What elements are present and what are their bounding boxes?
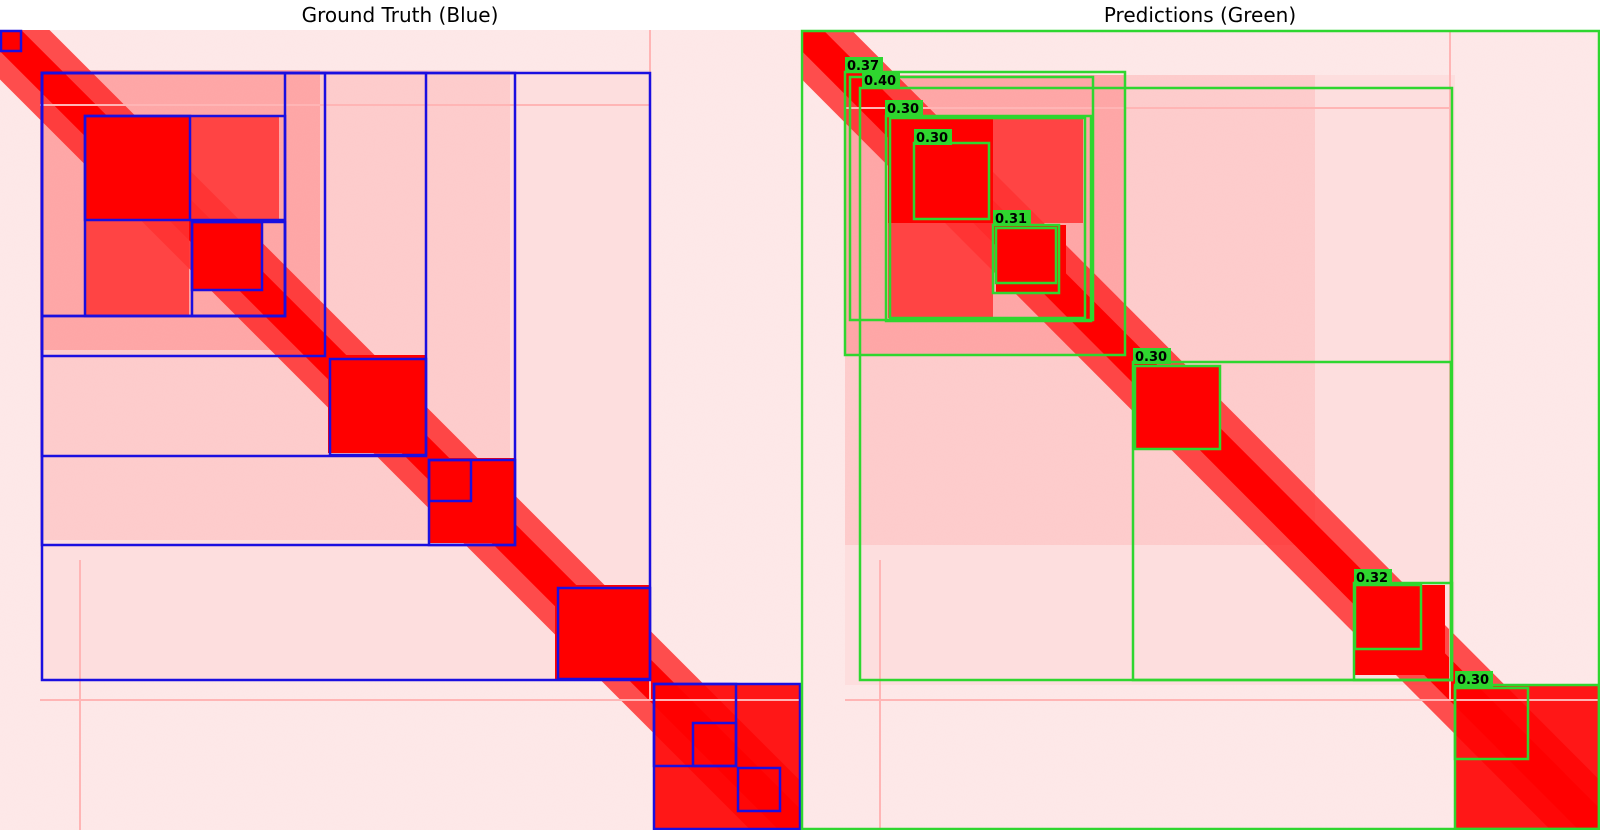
score-label-bg [862,72,900,88]
score-label-bg [1354,569,1392,585]
pred-box [1131,360,1453,682]
pred-box [843,70,1127,357]
score-label-bg [1455,671,1493,687]
ground-truth-title: Ground Truth (Blue) [301,3,499,27]
ground-truth-heatmap [0,30,800,830]
pred-box [884,114,1093,323]
gt-box [556,586,652,681]
predictions-heatmap [802,30,1600,830]
gt-box [328,357,428,457]
pred-box [800,29,1600,830]
score-label-bg [845,57,883,73]
score-label: 0.37 [847,59,879,74]
gt-box [427,458,517,547]
score-label-bg [1133,348,1171,364]
prediction-score-labels: 0.370.40 0.30 0.30 0.31 0.30 0.32 0.30 [845,57,1493,688]
score-label-bg [885,100,923,116]
gt-box [736,766,782,813]
score-label: 0.40 [864,74,896,89]
pred-box [994,226,1058,285]
score-label: 0.30 [916,131,948,146]
score-label-bg [993,210,1031,226]
gt-box [0,29,23,53]
pred-box [888,116,1087,320]
ground-truth-boxes [0,29,802,830]
pred-box [1133,364,1222,451]
pred-box [1453,686,1530,761]
predictions-title: Predictions (Green) [1103,3,1297,27]
score-label: 0.31 [995,212,1027,227]
gt-box [40,71,517,547]
score-label: 0.30 [1135,350,1167,365]
score-label: 0.30 [887,102,919,117]
score-label: 0.30 [1457,673,1489,688]
score-label-bg [914,129,952,145]
score-label: 0.32 [1356,571,1388,586]
gt-box [691,721,738,768]
